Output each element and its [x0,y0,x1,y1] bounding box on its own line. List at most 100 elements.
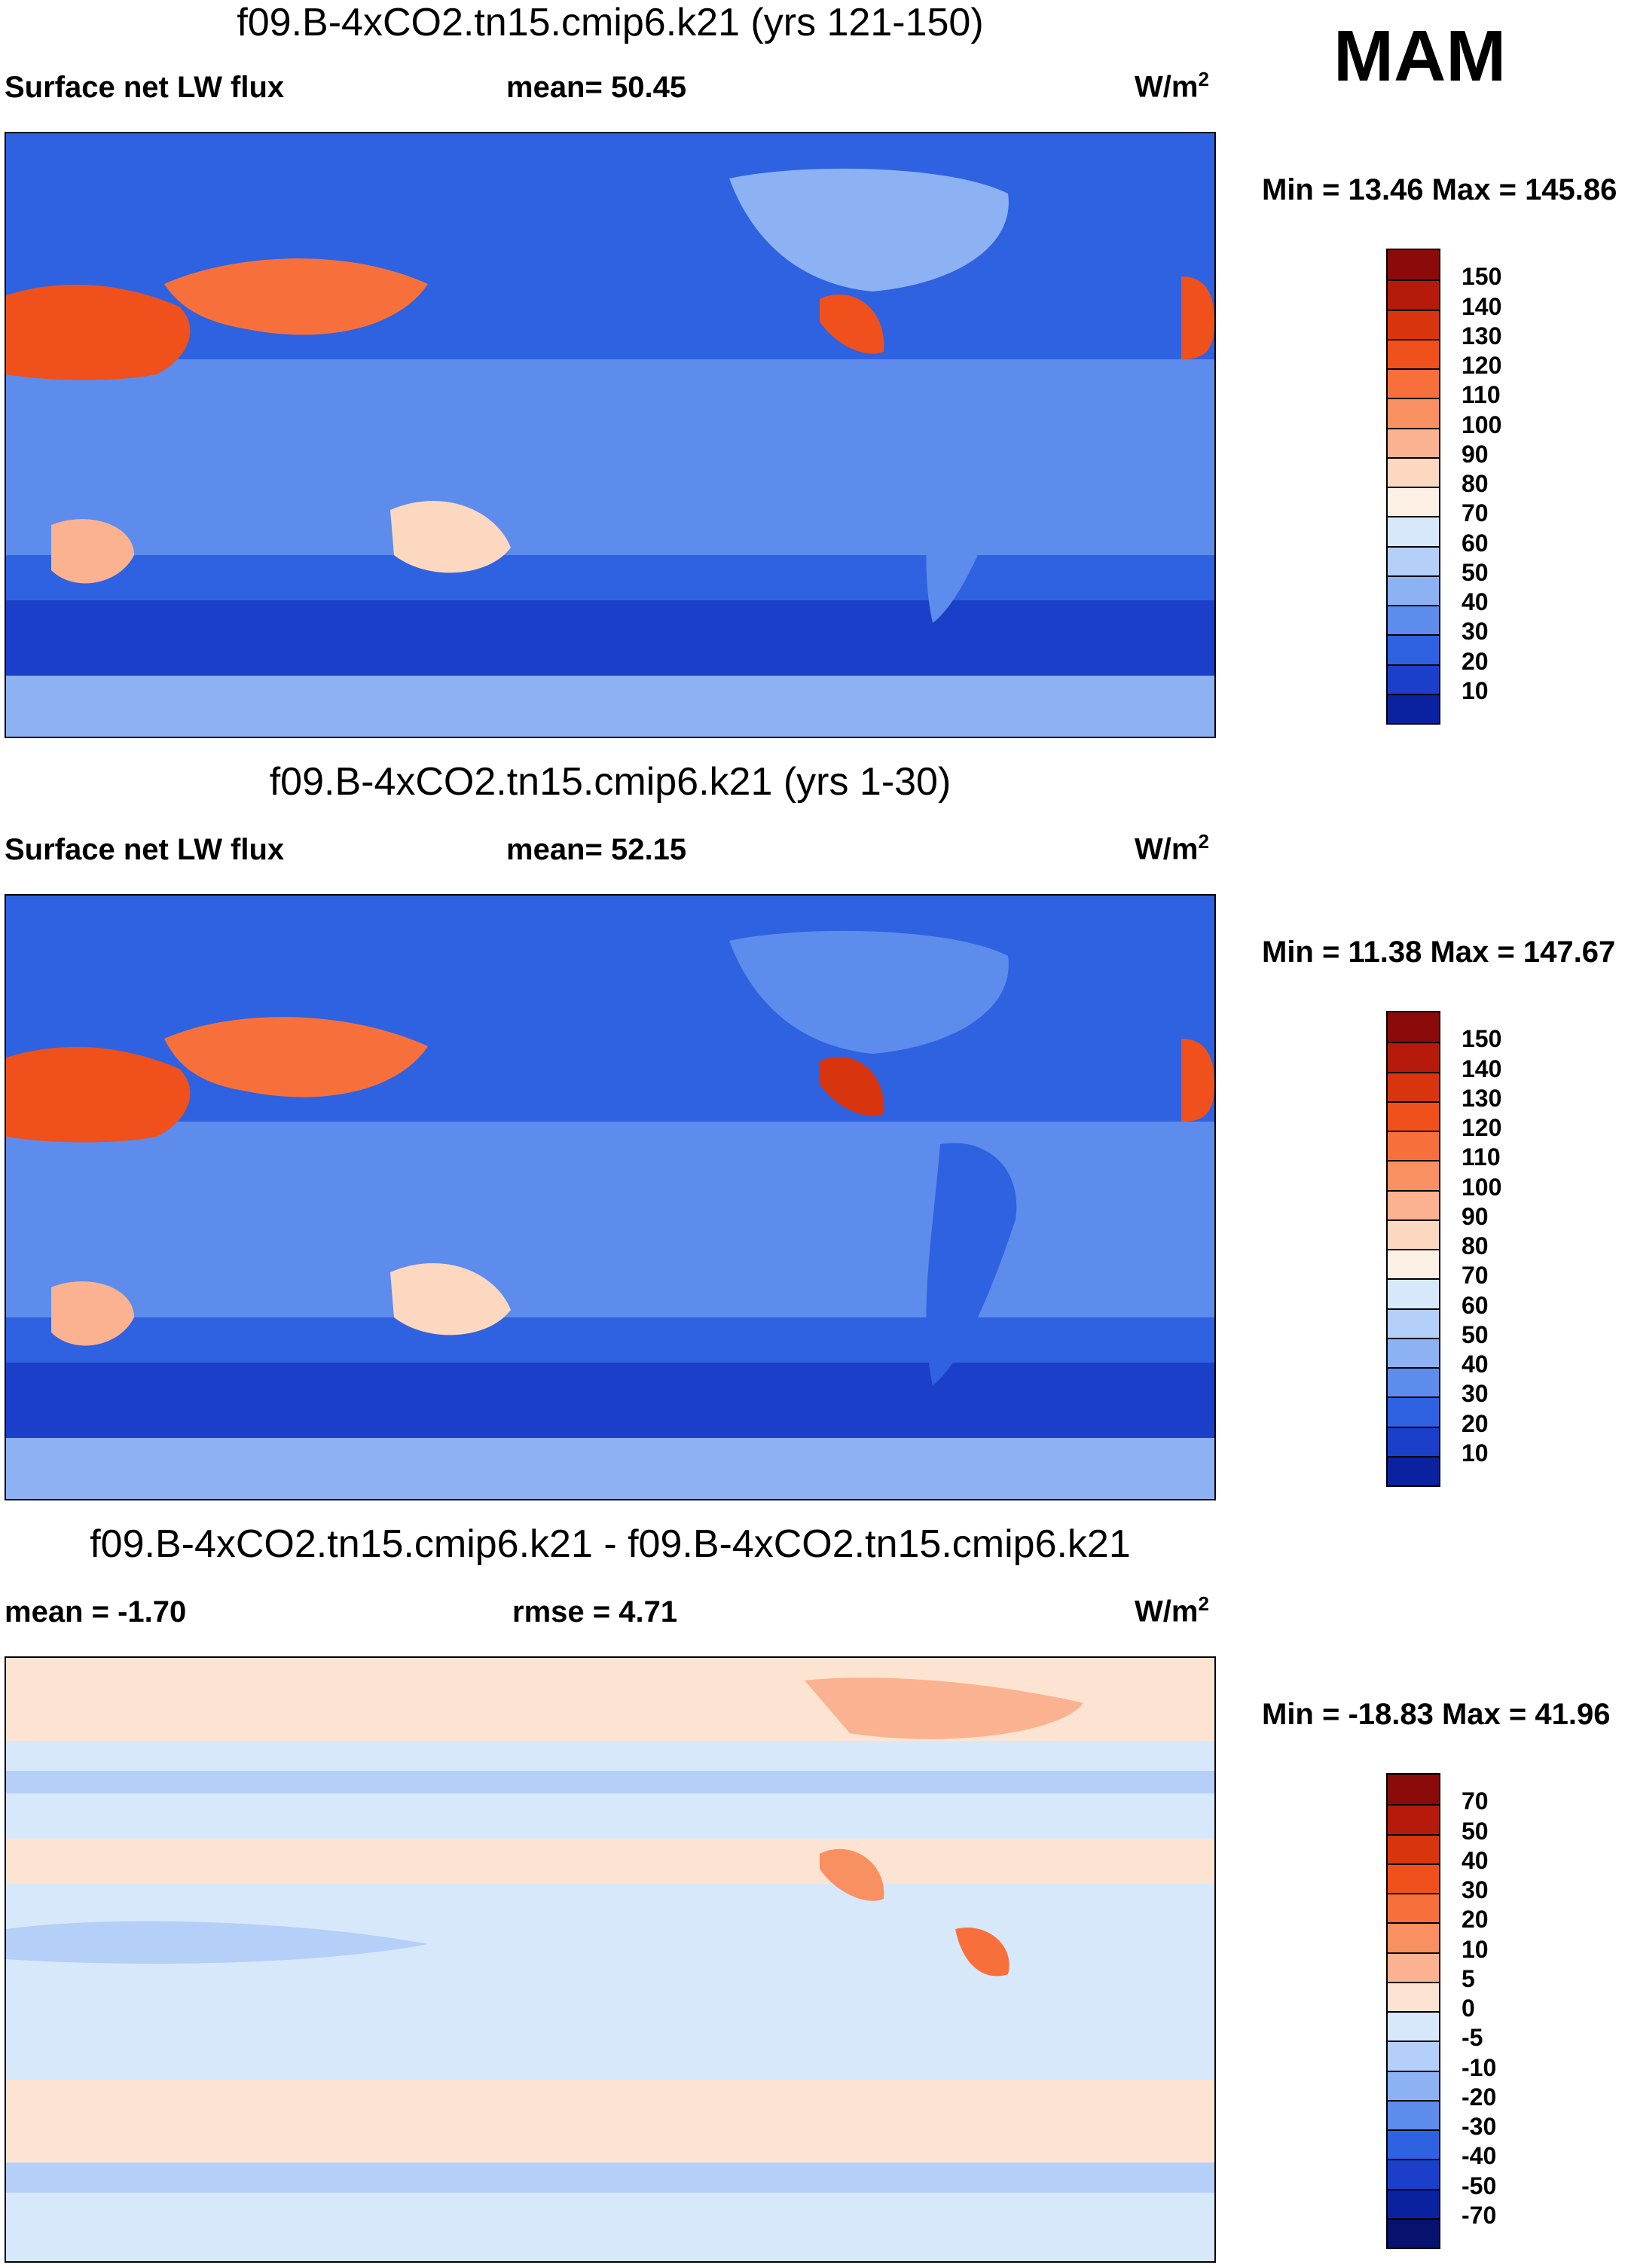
panel-2-units-sup: 2 [1198,830,1209,853]
colorbar-3-swatch [1388,1804,1439,1834]
sahara-region [6,284,191,380]
colorbar-2-labels-tick: 50 [1462,1320,1489,1348]
colorbar-1-swatch [1388,575,1439,605]
colorbar-2-swatch [1388,1189,1439,1219]
colorbar-3-labels-tick: 10 [1462,1935,1489,1963]
colorbar-2-labels-tick: 30 [1462,1380,1489,1408]
colorbar-1-swatch [1388,605,1439,635]
panel-1-min-max: Min = 13.46 Max = 145.86 [1262,173,1617,206]
colorbar-1-swatch [1388,545,1439,575]
panel-1-stat: mean= 50.45 [506,71,686,105]
colorbar-2-swatch [1388,1367,1439,1397]
panel-2-units: W/m2 [1135,830,1209,866]
colorbar-3-labels-tick: -50 [1462,2172,1497,2199]
colorbar-1-labels-tick: 100 [1462,411,1502,438]
colorbar-1-labels-tick: 110 [1462,381,1501,409]
panel-1-variable-label: Surface net LW flux [5,71,285,104]
panel-2-map-graphic [6,896,1214,1499]
colorbar-3-labels-tick: 50 [1462,1817,1489,1845]
colorbar-2-labels-tick: 150 [1462,1025,1502,1053]
colorbar-3-labels-tick: 5 [1462,1964,1475,1992]
colorbar-3-swatch [1388,1833,1439,1864]
colorbar-2-swatch [1388,1160,1439,1190]
colorbar-2-swatch [1388,1012,1439,1042]
panel-3-units-text: W/m [1135,1595,1199,1629]
tropical-band [6,359,1214,555]
colorbar-2-swatch [1388,1071,1439,1101]
colorbar-1-labels-tick: 10 [1462,676,1489,704]
mexico-region [820,1848,884,1901]
colorbar-2-labels-tick: 90 [1462,1202,1489,1230]
colorbar-3-labels-tick: -70 [1462,2201,1497,2229]
colorbar-3-labels-tick: -10 [1462,2053,1497,2081]
colorbar-1-labels-tick: 90 [1462,440,1489,468]
panel-1-units: W/m2 [1135,68,1209,104]
panel-1-stat-value: 50.45 [610,71,687,104]
colorbar-1-swatch [1388,250,1439,280]
colorbar-2 [1386,1011,1440,1487]
panel-3-units-sup: 2 [1198,1592,1209,1615]
southern-ocean-band [6,600,1214,683]
south-america-region [926,380,1017,623]
colorbar-1-swatch [1388,516,1439,546]
southern-ocean-band [6,2163,1214,2193]
colorbar-2-labels-tick: 10 [1462,1439,1489,1467]
west-sahara-region [1181,276,1214,359]
colorbar-2-swatch [1388,1219,1439,1249]
panel-3-stat: rmse = 4.71 [512,1595,677,1629]
south-america-region [926,1143,1017,1385]
colorbar-2-labels-tick: 20 [1462,1409,1489,1437]
colorbar-1-labels-tick: 140 [1462,292,1502,320]
colorbar-3-swatch [1388,2159,1439,2189]
colorbar-2-labels-tick: 110 [1462,1143,1501,1171]
north-america-region [729,930,1009,1054]
colorbar-3-swatch [1388,2218,1439,2248]
colorbar-1-swatch [1388,427,1439,457]
colorbar-3-labels-tick: 20 [1462,1906,1489,1934]
colorbar-1-labels: 150 140 130 120 110 100 90 80 70 60 50 40 30 20 10 [1462,249,1552,725]
colorbar-1-labels-tick: 40 [1462,588,1489,615]
colorbar-2-labels-tick: 120 [1462,1114,1502,1141]
antarctica-band [6,676,1214,737]
colorbar-2-swatch [1388,1397,1439,1427]
panel-3-title: f09.B-4xCO2.tn15.cmip6.k21 - f09.B-4xCO2… [90,1522,1131,1566]
amazon-region [955,1928,1010,1976]
colorbar-2-labels-tick: 100 [1462,1173,1502,1201]
north-america-region [729,168,1009,292]
colorbar-1-labels-tick: 150 [1462,263,1502,291]
colorbar-1-swatch [1388,368,1439,398]
colorbar-2-swatch [1388,1100,1439,1131]
panel-2-map [5,894,1216,1500]
colorbar-1-labels-tick: 50 [1462,558,1489,586]
colorbar-1-swatch [1388,338,1439,368]
panel-2-stat-value: 52.15 [610,833,687,866]
colorbar-2-labels-tick: 60 [1462,1291,1489,1319]
australia-region [390,501,511,573]
subtropic-band [6,1839,1214,1884]
panel-1-title: f09.B-4xCO2.tn15.cmip6.k21 (yrs 121-150) [237,1,984,44]
colorbar-2-swatch [1388,1455,1439,1485]
colorbar-3-labels-tick: -40 [1462,2142,1497,2170]
colorbar-1-labels-tick: 60 [1462,529,1489,557]
antarctica-band [6,1438,1214,1499]
tropical-indian-region [6,1921,428,1964]
colorbar-1-swatch [1388,693,1439,723]
colorbar-2-labels-tick: 80 [1462,1232,1489,1259]
colorbar-1-labels-tick: 70 [1462,499,1489,527]
colorbar-3-labels-tick: 30 [1462,1876,1489,1903]
panel-1-map-graphic [6,133,1214,737]
colorbar-3-swatch [1388,1893,1439,1923]
colorbar-2-labels-tick: 70 [1462,1262,1489,1290]
colorbar-1-swatch [1388,309,1439,339]
panel-2-min-max: Min = 11.38 Max = 147.67 [1262,936,1616,969]
colorbar-3-labels: 70 50 40 30 20 10 5 0 -5 -10 -20 -30 -40 -50 -70 [1462,1773,1552,2249]
arctic-canada-region [805,1677,1083,1739]
colorbar-1-labels-tick: 120 [1462,352,1502,379]
colorbar-2-swatch [1388,1131,1439,1161]
colorbar-2-labels: 150 140 130 120 110 100 90 80 70 60 50 40 30 20 10 [1462,1011,1552,1487]
colorbar-3-swatch [1388,1952,1439,1982]
colorbar-3-swatch [1388,2188,1439,2218]
colorbar-2-swatch [1388,1042,1439,1072]
colorbar-2-labels-tick: 130 [1462,1084,1502,1112]
colorbar-1-swatch [1388,664,1439,694]
